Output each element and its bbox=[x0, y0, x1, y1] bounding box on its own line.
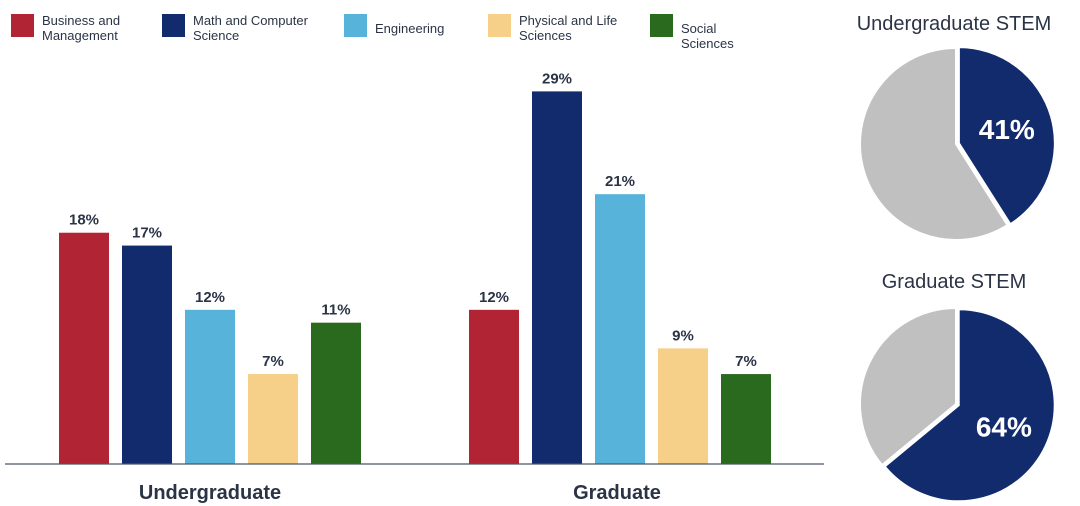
data-label-undergraduate-social-sciences: 11% bbox=[321, 302, 350, 319]
legend-label-physical-life-sciences: Physical and Life Sciences bbox=[519, 13, 618, 43]
pie-title-undergraduate-stem: Undergraduate STEM bbox=[857, 13, 1052, 35]
bar-undergraduate-math-and-computer-science bbox=[122, 245, 172, 464]
pie-slice-stem bbox=[883, 308, 1056, 503]
data-label-graduate-engineering: 21% bbox=[605, 173, 635, 190]
bar-graduate-engineering bbox=[595, 194, 645, 464]
legend-swatch-business-management bbox=[11, 14, 34, 37]
pie-slice-other bbox=[859, 46, 1009, 241]
pie-graduate-stem: 64% bbox=[859, 306, 1056, 503]
bar-undergraduate-physical-and-life-sciences bbox=[248, 374, 298, 464]
legend-swatch-math-computer-science bbox=[162, 14, 185, 37]
legend-label-math-computer-science: Math and Computer Science bbox=[193, 13, 308, 43]
bar-graduate-physical-and-life-sciences bbox=[658, 348, 708, 464]
legend-swatch-physical-life-sciences bbox=[488, 14, 511, 37]
data-label-undergraduate-engineering: 12% bbox=[195, 289, 225, 306]
legend-swatch-social-sciences bbox=[650, 14, 673, 37]
pie-slice-stem bbox=[957, 46, 1056, 226]
pie-label-stem: 41% bbox=[979, 114, 1035, 145]
data-label-graduate-math-and-computer-science: 29% bbox=[542, 70, 572, 87]
x-tick-label-graduate: Graduate bbox=[573, 482, 661, 504]
bar-graduate-business-and-management bbox=[469, 309, 519, 464]
bar-undergraduate-social-sciences bbox=[311, 322, 361, 464]
legend-label-social-sciences: Social Sciences bbox=[681, 21, 734, 51]
data-label-undergraduate-physical-and-life-sciences: 7% bbox=[262, 353, 284, 370]
legend-swatch-engineering bbox=[344, 14, 367, 37]
legend-label-engineering: Engineering bbox=[375, 21, 445, 36]
x-tick-label-undergraduate: Undergraduate bbox=[139, 482, 281, 504]
data-label-graduate-social-sciences: 7% bbox=[735, 353, 757, 370]
data-label-undergraduate-math-and-computer-science: 17% bbox=[132, 225, 162, 242]
legend-label-business-management: Business and Management bbox=[42, 13, 121, 43]
pie-slice-other bbox=[859, 306, 957, 467]
pie-undergraduate-stem: 41% bbox=[859, 46, 1056, 241]
data-label-graduate-business-and-management: 12% bbox=[479, 289, 509, 306]
data-label-graduate-physical-and-life-sciences: 9% bbox=[672, 327, 694, 344]
pie-title-graduate-stem: Graduate STEM bbox=[882, 271, 1027, 293]
bar-plot: 18% 17% 12% 7% 11% 12% 29% 21% 9% 7% bbox=[59, 70, 771, 465]
data-label-undergraduate-business-and-management: 18% bbox=[69, 212, 99, 229]
bar-graduate-social-sciences bbox=[721, 374, 771, 464]
bar-undergraduate-business-and-management bbox=[59, 232, 109, 464]
pie-label-stem: 64% bbox=[976, 412, 1032, 443]
bar-undergraduate-engineering bbox=[185, 309, 235, 464]
bar-graduate-math-and-computer-science bbox=[532, 91, 582, 465]
